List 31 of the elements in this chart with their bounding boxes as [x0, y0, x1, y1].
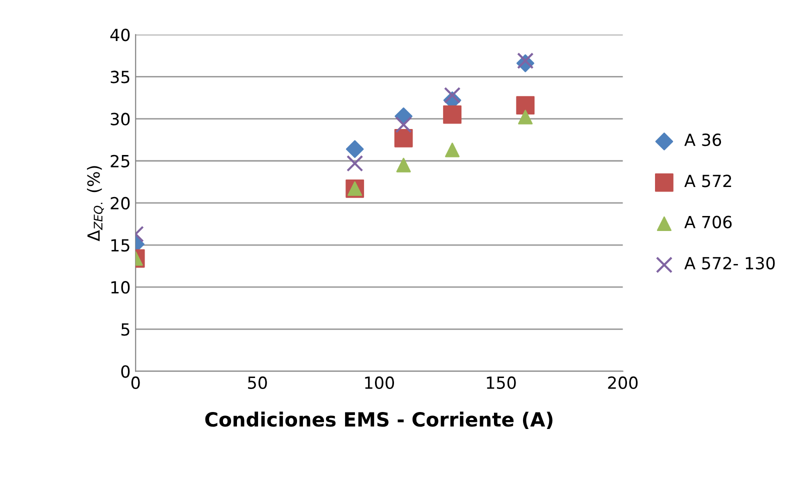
y-tick-label: 35: [110, 70, 130, 84]
y-tick-label: 10: [111, 281, 130, 294]
point: [518, 110, 533, 124]
point: [396, 158, 411, 172]
point: [346, 155, 364, 172]
x-tick-label: 100: [365, 376, 394, 390]
legend-label: A 572: [684, 174, 732, 188]
legend-label: A 706: [684, 216, 732, 228]
point: [517, 52, 534, 70]
point: [346, 140, 364, 158]
y-tick-label: 40: [110, 28, 130, 42]
y-axis-title: Δ$_{ZEQ.}$ (%): [86, 166, 104, 242]
point: [444, 86, 461, 104]
point: [516, 96, 535, 115]
y-tick-label: 15: [111, 239, 130, 252]
point: [443, 105, 462, 124]
x-tick-label: 50: [248, 376, 267, 390]
point: [395, 116, 412, 134]
legend-label: A 36: [684, 133, 722, 146]
point: [394, 128, 413, 148]
x-axis-title: Condiciones EMS - Corriente (A): [205, 412, 552, 430]
y-tick-label: 20: [110, 196, 130, 210]
x-tick-label: 150: [486, 376, 516, 390]
y-tick-label: 5: [121, 323, 130, 336]
y-tick-label: 25: [110, 154, 130, 168]
y-tick-label: 30: [110, 112, 130, 126]
x-tick-label: 0: [131, 376, 140, 390]
y-tick-label: 0: [121, 365, 130, 378]
legend-label: A 572- 130: [684, 256, 775, 270]
point: [445, 142, 460, 158]
x-tick-label: 200: [608, 376, 638, 390]
